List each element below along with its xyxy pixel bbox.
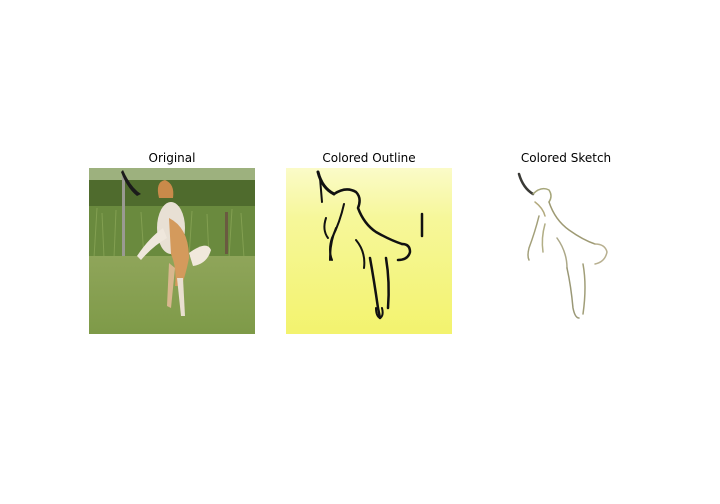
original-image (89, 168, 255, 334)
colored-outline-image (286, 168, 452, 334)
panel-title-colored-sketch: Colored Sketch (520, 151, 612, 165)
outline-drawing (286, 168, 452, 334)
sketch-drawing (483, 168, 649, 334)
panel-title-colored-outline: Colored Outline (322, 151, 416, 165)
panel-title-original: Original (148, 151, 196, 165)
colored-sketch-image (483, 168, 649, 334)
original-photo (89, 168, 255, 334)
